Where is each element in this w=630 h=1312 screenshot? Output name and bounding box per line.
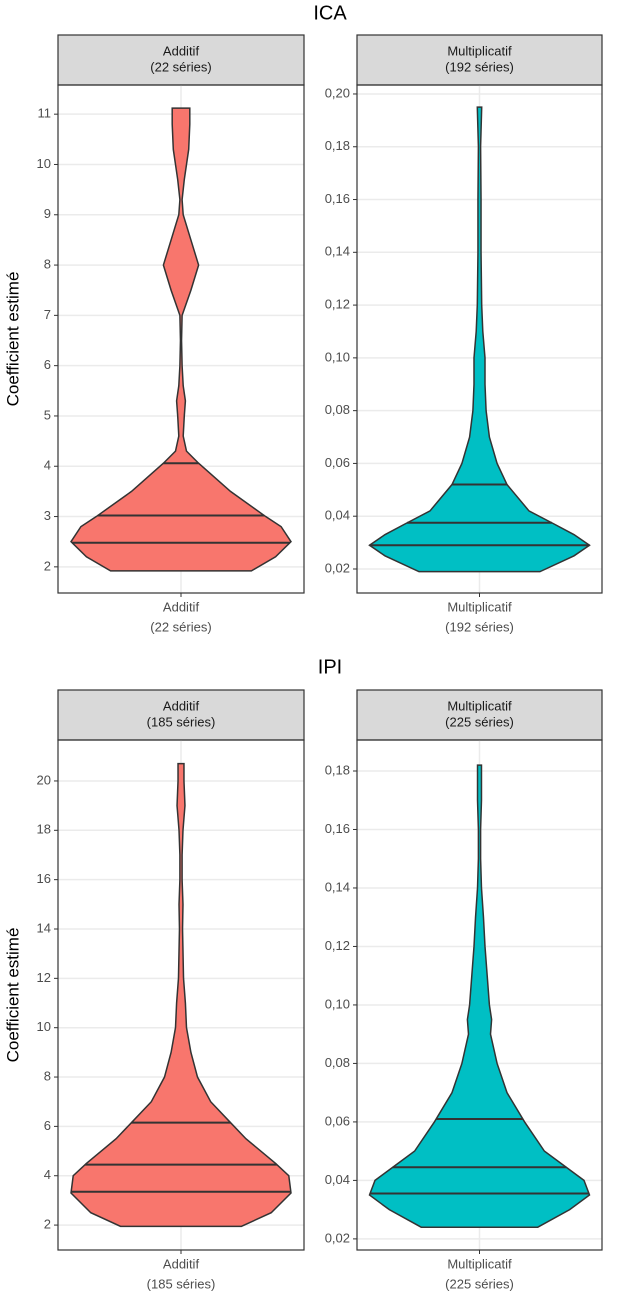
y-axis-label: Coefficient estimé [3,928,22,1063]
y-tick-label: 16 [37,871,51,886]
strip-label: (225 séries) [445,714,514,729]
y-tick-label: 0,18 [325,138,350,153]
y-tick-label: 11 [38,106,52,121]
strip-background [356,34,603,86]
x-tick-label: (225 séries) [445,1276,514,1291]
y-tick-label: 0,08 [325,402,350,417]
y-tick-label: 5 [44,407,51,422]
strip-label: (22 séries) [150,59,211,74]
y-tick-label: 0,02 [325,1230,350,1245]
y-tick-label: 0,18 [325,762,350,777]
violin [368,764,591,1228]
strip-label: Multiplicatif [447,43,512,58]
y-tick-label: 0,08 [325,1055,350,1070]
y-tick-label: 4 [44,458,51,473]
strip-label: (185 séries) [147,714,216,729]
chart-title: IPI [318,656,342,678]
y-tick-label: 10 [37,1019,51,1034]
y-tick-label: 0,10 [325,349,350,364]
strip-background [57,34,305,86]
strip-background [57,689,305,741]
y-tick-label: 18 [37,822,51,837]
x-tick-label: (185 séries) [147,1276,216,1291]
y-tick-label: 0,10 [325,996,350,1011]
x-tick-label: (192 séries) [445,619,514,634]
panel-border [57,739,305,1251]
y-tick-label: 6 [44,1118,51,1133]
y-tick-label: 0,14 [325,879,350,894]
y-tick-label: 12 [37,970,51,985]
y-tick-label: 0,06 [325,455,350,470]
y-tick-label: 3 [44,508,51,523]
x-tick-label: Additif [163,1256,200,1271]
y-tick-label: 10 [37,156,51,171]
strip-label: Multiplicatif [447,698,512,713]
y-tick-label: 20 [37,772,51,787]
x-tick-label: Additif [163,599,200,614]
y-tick-label: 0,16 [325,821,350,836]
y-tick-label: 8 [44,1068,51,1083]
y-tick-label: 14 [37,920,51,935]
violin [70,762,292,1228]
y-tick-label: 9 [44,206,51,221]
y-tick-label: 0,20 [325,85,350,100]
y-axis-label: Coefficient estimé [3,272,22,407]
y-tick-label: 0,12 [325,938,350,953]
y-tick-label: 0,02 [325,560,350,575]
chart-title: ICA [313,2,347,24]
y-tick-label: 2 [44,1217,51,1232]
panel-border [356,739,603,1251]
y-tick-label: 0,06 [325,1113,350,1128]
panel-border [356,84,603,594]
y-tick-label: 0,16 [325,191,350,206]
violin [368,106,591,573]
y-tick-label: 0,04 [325,508,350,523]
y-tick-label: 0,14 [325,244,350,259]
x-tick-label: (22 séries) [150,619,211,634]
y-tick-label: 7 [44,307,51,322]
y-tick-label: 2 [44,558,51,573]
x-tick-label: Multiplicatif [447,599,512,614]
strip-label: Additif [163,43,200,58]
violin [70,107,292,572]
panel-border [57,84,305,594]
strip-background [356,689,603,741]
y-tick-label: 0,12 [325,297,350,312]
y-tick-label: 4 [44,1167,51,1182]
y-tick-label: 8 [44,257,51,272]
strip-label: Additif [163,698,200,713]
y-tick-label: 6 [44,357,51,372]
strip-label: (192 séries) [445,59,514,74]
x-tick-label: Multiplicatif [447,1256,512,1271]
y-tick-label: 0,04 [325,1172,350,1187]
